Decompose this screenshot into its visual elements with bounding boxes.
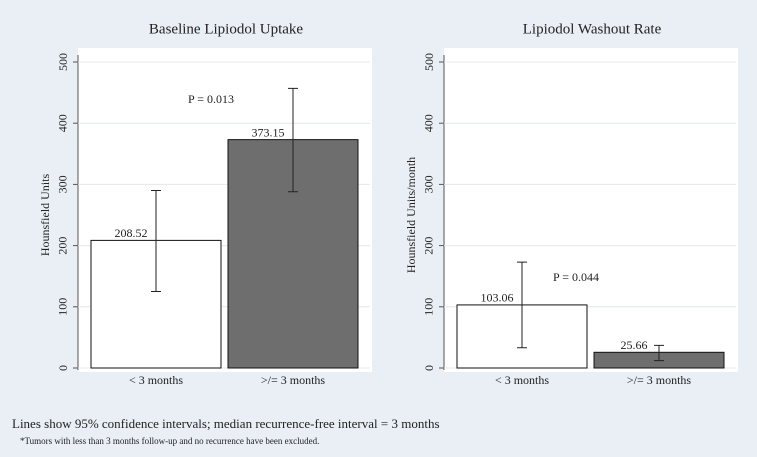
y-axis-label: Hounsfield Units/month <box>404 157 418 273</box>
error-bar <box>654 344 664 362</box>
y-tick-label: 0 <box>56 365 70 371</box>
x-tick-label: >/= 3 months <box>261 373 326 387</box>
y-tick-label: 400 <box>56 114 70 132</box>
y-tick-label: 400 <box>422 114 436 132</box>
chart-title: Baseline Lipiodol Uptake <box>149 21 303 37</box>
error-bar <box>517 261 527 349</box>
annotation: P = 0.044 <box>553 270 599 284</box>
x-tick-label: >/= 3 months <box>627 373 692 387</box>
y-tick-label: 0 <box>422 365 436 371</box>
footnote: *Tumors with less than 3 months follow-u… <box>20 436 319 446</box>
y-tick-label: 500 <box>56 53 70 71</box>
y-tick-label: 300 <box>56 175 70 193</box>
y-tick-label: 500 <box>422 53 436 71</box>
value-label: 373.15 <box>252 125 285 139</box>
value-label: 103.06 <box>481 291 514 305</box>
y-tick-label: 100 <box>422 298 436 316</box>
x-tick-label: < 3 months <box>495 373 549 387</box>
error-bar <box>288 87 298 193</box>
value-label: 208.52 <box>115 226 148 240</box>
y-tick-label: 200 <box>422 237 436 255</box>
y-tick-label: 300 <box>422 175 436 193</box>
error-bar <box>151 190 161 292</box>
annotation: P = 0.013 <box>188 92 234 106</box>
y-tick-label: 200 <box>56 237 70 255</box>
y-tick-label: 100 <box>56 298 70 316</box>
x-tick-label: < 3 months <box>129 373 183 387</box>
value-label: 25.66 <box>621 338 648 352</box>
note: Lines show 95% confidence intervals; med… <box>12 416 440 431</box>
chart-title: Lipiodol Washout Rate <box>523 21 662 37</box>
y-axis-label: Hounsfield Units <box>38 174 52 257</box>
